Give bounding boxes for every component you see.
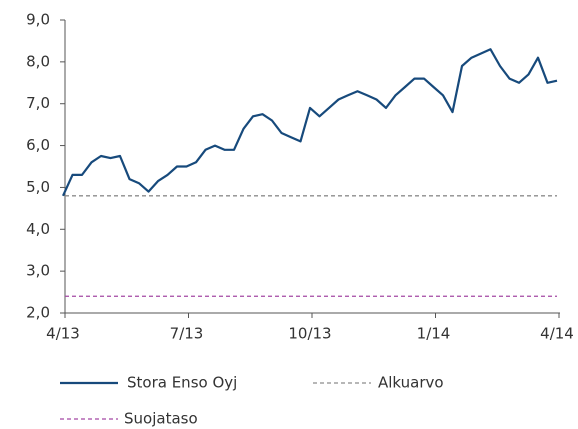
x-tick-label: 10/13 <box>288 325 331 343</box>
legend-label: Alkuarvo <box>378 374 444 392</box>
y-tick-label: 4,0 <box>26 220 50 238</box>
legend-label: Stora Enso Oyj <box>127 374 237 392</box>
x-tick-label: 1/14 <box>417 325 451 343</box>
x-tick-label: 7/13 <box>170 325 204 343</box>
x-tick-label: 4/13 <box>46 325 80 343</box>
series-line <box>61 48 558 197</box>
y-tick-label: 6,0 <box>26 136 50 154</box>
legend-label: Suojataso <box>124 410 198 428</box>
y-tick-label: 7,0 <box>26 94 50 112</box>
y-tick-label: 2,0 <box>26 304 50 322</box>
x-tick-label: 4/14 <box>540 325 574 343</box>
y-tick-label: 3,0 <box>26 262 50 280</box>
y-tick-label: 5,0 <box>26 178 50 196</box>
y-tick-label: 9,0 <box>26 11 50 29</box>
y-tick-label: 8,0 <box>26 52 50 70</box>
